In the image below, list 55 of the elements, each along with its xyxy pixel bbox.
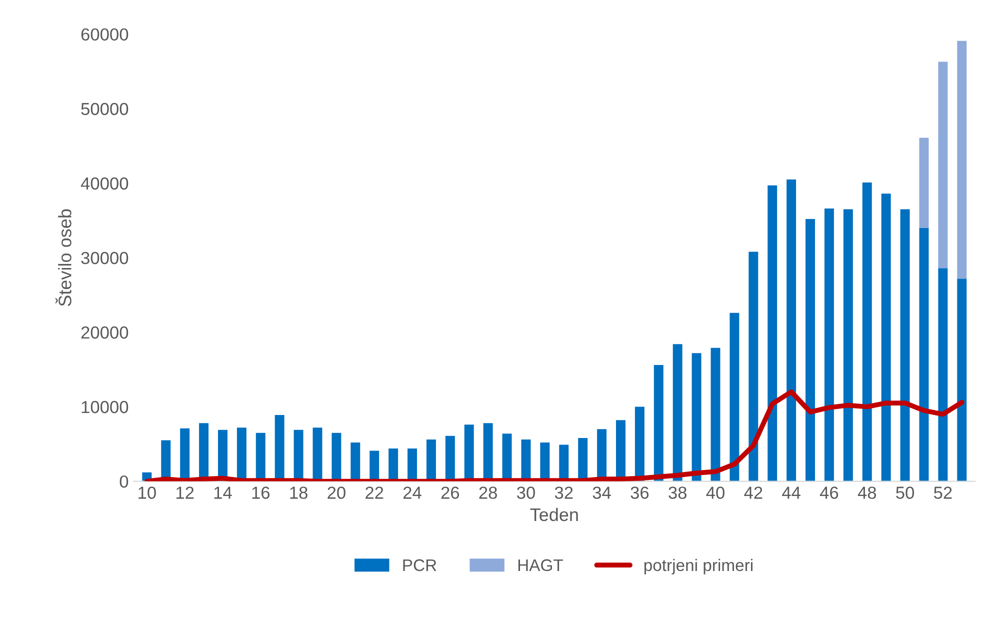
bar — [881, 194, 891, 482]
bar — [919, 138, 929, 228]
bar — [824, 208, 834, 482]
x-tick-label: 20 — [328, 486, 346, 499]
x-tick-label: 38 — [668, 486, 686, 499]
x-tick-label: 26 — [441, 486, 460, 499]
legend-label: PCR — [403, 559, 436, 572]
x-tick-label: 24 — [403, 486, 422, 499]
bar — [919, 228, 929, 482]
legend-label: potrjeni primeri — [644, 558, 752, 574]
x-axis-title: Teden — [530, 508, 578, 522]
x-tick-label: 46 — [820, 486, 838, 499]
bar — [843, 209, 853, 482]
x-tick-label: 22 — [366, 486, 384, 499]
bar — [672, 344, 682, 482]
y-tick-label: 60000 — [81, 28, 128, 41]
bar — [710, 348, 720, 482]
bar — [900, 209, 910, 482]
bar — [957, 278, 967, 482]
x-tick-label: 14 — [214, 486, 232, 499]
y-tick-label: 40000 — [80, 177, 128, 190]
x-tick-label: 18 — [290, 486, 308, 499]
y-tick-label: 10000 — [82, 400, 128, 414]
y-axis-title: Število oseb — [55, 209, 72, 306]
bar — [730, 312, 740, 482]
x-tick-label: 44 — [782, 486, 800, 499]
bar — [768, 185, 778, 482]
line-series — [144, 389, 964, 482]
x-tick-label: 30 — [516, 486, 535, 499]
bar — [938, 268, 948, 482]
x-tick-label: 32 — [554, 486, 573, 499]
bar — [806, 218, 815, 482]
x-tick-label: 48 — [858, 486, 876, 499]
y-tick-label: 30000 — [81, 252, 128, 264]
x-tick-label: 16 — [252, 486, 270, 499]
x-tick-label: 50 — [896, 486, 914, 499]
bar — [938, 62, 948, 268]
bar — [786, 179, 796, 482]
y-tick-label: 0 — [120, 475, 128, 488]
x-tick-label: 28 — [479, 486, 497, 499]
x-tick-label: 34 — [592, 486, 611, 499]
bar — [748, 252, 758, 482]
bar — [957, 40, 967, 279]
bar — [692, 353, 702, 482]
x-tick-label: 36 — [630, 486, 649, 499]
bar — [654, 365, 664, 482]
x-tick-label: 40 — [706, 486, 724, 499]
bar — [862, 182, 872, 482]
y-tick-label: 50000 — [81, 102, 128, 116]
legend-label: HAGT — [518, 559, 563, 572]
x-tick-label: 10 — [138, 486, 156, 499]
x-tick-label: 42 — [744, 486, 762, 499]
y-tick-label: 20000 — [81, 326, 128, 339]
x-tick-label: 52 — [934, 486, 952, 499]
x-tick-label: 12 — [176, 486, 194, 499]
